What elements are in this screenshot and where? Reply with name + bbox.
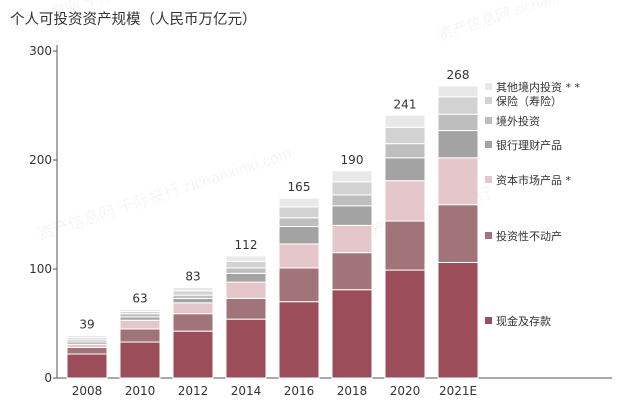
total-label-2008: 39 bbox=[79, 317, 94, 331]
bar-segment-2010-s6 bbox=[119, 308, 161, 313]
bar-segment-2020-s2 bbox=[384, 180, 426, 222]
bar-segment-2018-s4 bbox=[331, 194, 373, 207]
legend-swatch-0 bbox=[485, 317, 492, 324]
bar-segment-2018-s6 bbox=[331, 170, 373, 183]
bar-segment-2021E-s4 bbox=[437, 113, 479, 132]
bar-segment-2018-s1 bbox=[331, 252, 373, 291]
y-tick-label: 100 bbox=[29, 262, 52, 276]
bar-segment-2012-s6 bbox=[172, 287, 214, 292]
total-label-2020: 241 bbox=[394, 97, 417, 111]
bar-segment-2010-s0 bbox=[119, 341, 161, 379]
total-label-2010: 63 bbox=[132, 291, 147, 305]
bar-segment-2012-s0 bbox=[172, 330, 214, 379]
bar-segment-2014-s4 bbox=[225, 267, 267, 274]
bar-segment-2018-s5 bbox=[331, 181, 373, 196]
legend-label-2: 资本市场产品 * bbox=[496, 173, 571, 187]
legend-label-3: 银行理财产品 bbox=[496, 138, 562, 152]
x-tick-label: 2020 bbox=[390, 384, 421, 398]
x-tick-label: 2016 bbox=[284, 384, 315, 398]
bar-segment-2020-s5 bbox=[384, 126, 426, 145]
bar-segment-2018-s0 bbox=[331, 289, 373, 379]
bar-segment-2012-s3 bbox=[172, 297, 214, 304]
total-labels: 39 63 83 112 165 190 241 268 bbox=[79, 68, 469, 332]
bar-segment-2020-s1 bbox=[384, 220, 426, 271]
bar-segment-2021E-s0 bbox=[437, 261, 479, 379]
x-tick-label: 2008 bbox=[72, 384, 103, 398]
total-label-2014: 112 bbox=[235, 238, 258, 252]
bar-segment-2012-s5 bbox=[172, 290, 214, 296]
bar-segment-2021E-s2 bbox=[437, 157, 479, 206]
bar-segment-2016-s2 bbox=[278, 243, 320, 269]
bar-segment-2012-s1 bbox=[172, 313, 214, 332]
bar-segment-2018-s2 bbox=[331, 224, 373, 254]
x-tick-label: 2010 bbox=[125, 384, 156, 398]
x-axis-labels: 2008 2010 2012 2014 2016 2018 2020 2021E bbox=[72, 384, 477, 398]
legend-swatch-4 bbox=[485, 117, 492, 124]
total-label-2012: 83 bbox=[185, 270, 200, 284]
legend-label-5: 保险（寿险） bbox=[496, 94, 562, 108]
x-tick-label: 2012 bbox=[178, 384, 209, 398]
svg-text:资产信息网 zichanxinxi.com: 资产信息网 zichanxinxi.com bbox=[436, 0, 617, 44]
legend-label-1: 投资性不动产 bbox=[496, 229, 562, 243]
bar-segment-2018-s3 bbox=[331, 205, 373, 226]
legend-label-6: 其他境内投资 * * bbox=[496, 80, 580, 94]
bar-segment-2012-s2 bbox=[172, 302, 214, 315]
bar-segment-2016-s1 bbox=[278, 267, 320, 303]
bar-segment-2014-s2 bbox=[225, 281, 267, 299]
legend-swatch-1 bbox=[485, 232, 492, 239]
legend-swatch-3 bbox=[485, 141, 492, 148]
bar-segment-2014-s3 bbox=[225, 272, 267, 283]
legend-label-4: 境外投资 bbox=[496, 114, 540, 128]
total-label-2021E: 268 bbox=[447, 68, 470, 82]
bar-segment-2016-s0 bbox=[278, 301, 320, 379]
bar-segment-2014-s6 bbox=[225, 255, 267, 262]
bar-segment-2008-s6 bbox=[66, 334, 108, 339]
bar-segment-2016-s4 bbox=[278, 217, 320, 227]
legend-swatch-5 bbox=[485, 97, 492, 104]
bar-segment-2014-s0 bbox=[225, 318, 267, 379]
bar-segment-2008-s1 bbox=[66, 346, 108, 355]
bars-group bbox=[66, 85, 479, 379]
bar-segment-2008-s0 bbox=[66, 353, 108, 379]
y-tick-label: 300 bbox=[29, 44, 52, 58]
total-label-2016: 165 bbox=[288, 180, 311, 194]
legend-swatch-6 bbox=[485, 83, 492, 90]
bar-segment-2021E-s5 bbox=[437, 96, 479, 115]
chart-title: 个人可投资资产规模（人民币万亿元） bbox=[10, 11, 257, 28]
bar-segment-2014-s1 bbox=[225, 297, 267, 320]
bar-segment-2020-s4 bbox=[384, 143, 426, 159]
x-tick-label: 2021E bbox=[439, 384, 477, 398]
bar-segment-2020-s6 bbox=[384, 114, 426, 128]
y-tick-label: 0 bbox=[44, 371, 52, 385]
bar-segment-2016-s3 bbox=[278, 225, 320, 245]
y-tick-label: 200 bbox=[29, 153, 52, 167]
legend-label-0: 现金及存款 bbox=[496, 314, 551, 328]
bar-segment-2021E-s1 bbox=[437, 204, 479, 263]
bar-segment-2020-s3 bbox=[384, 157, 426, 182]
x-tick-label: 2018 bbox=[337, 384, 368, 398]
total-label-2018: 190 bbox=[341, 153, 364, 167]
bar-segment-2014-s5 bbox=[225, 260, 267, 269]
bar-segment-2021E-s3 bbox=[437, 130, 479, 159]
legend-swatch-2 bbox=[485, 176, 492, 183]
bar-segment-2021E-s6 bbox=[437, 85, 479, 98]
x-tick-label: 2014 bbox=[231, 384, 262, 398]
bar-segment-2016-s6 bbox=[278, 197, 320, 208]
svg-text:资产信息网 千际投行 zichanxinxi.com: 资产信息网 千际投行 zichanxinxi.com bbox=[36, 145, 294, 244]
bar-segment-2010-s2 bbox=[119, 319, 161, 330]
bar-segment-2016-s5 bbox=[278, 206, 320, 219]
bar-segment-2020-s0 bbox=[384, 269, 426, 379]
bar-segment-2010-s1 bbox=[119, 328, 161, 343]
